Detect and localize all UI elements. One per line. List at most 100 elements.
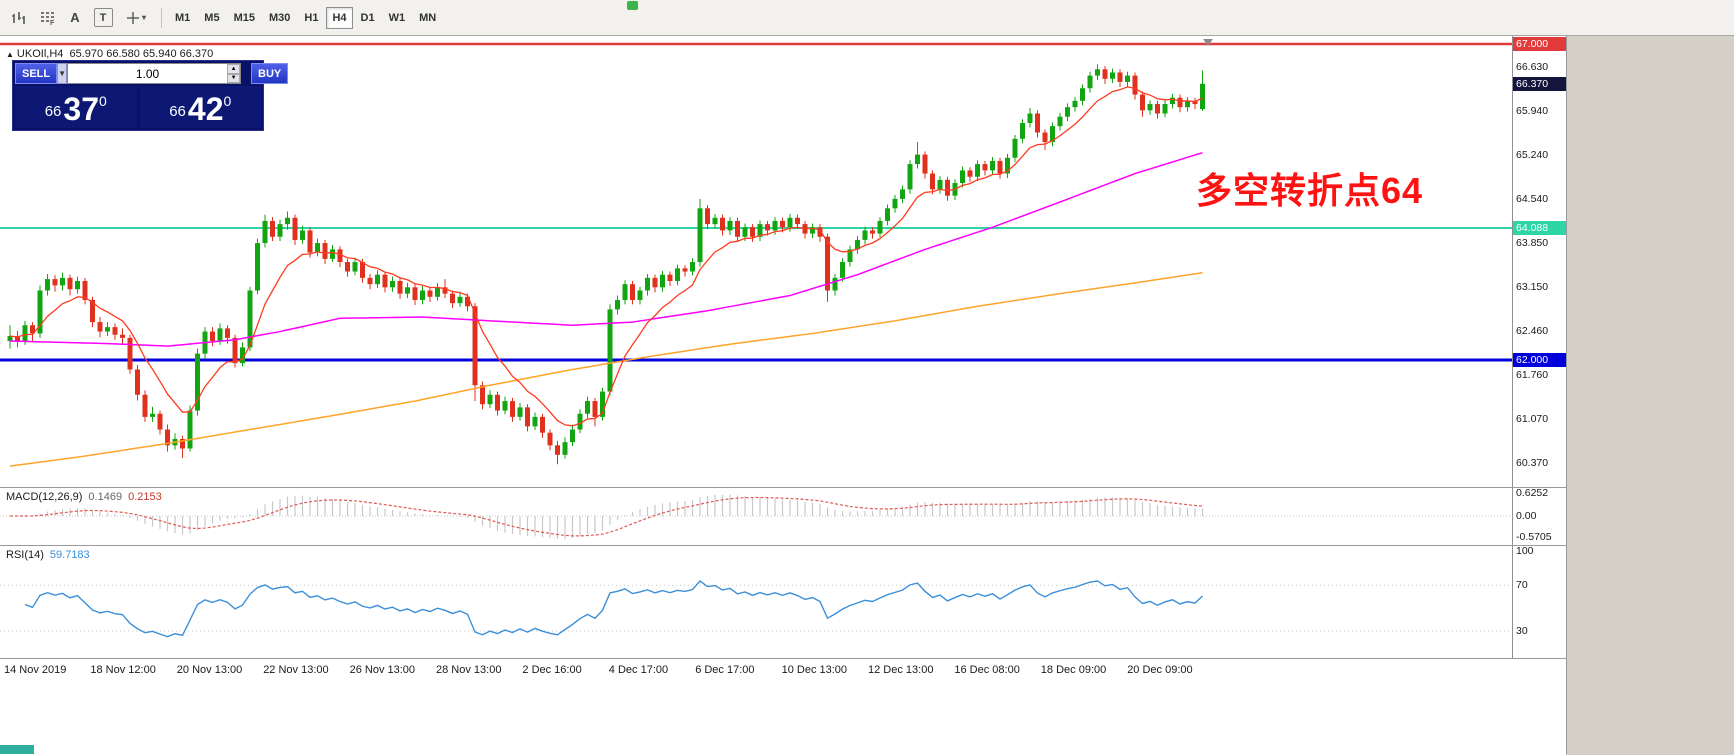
time-axis-label: 4 Dec 17:00	[608, 664, 669, 676]
price-badge: 62.000	[1513, 353, 1566, 367]
time-axis-label: 18 Dec 09:00	[1040, 664, 1107, 676]
crosshair-icon	[126, 11, 139, 24]
price-axis-tick: 65.940	[1516, 104, 1549, 117]
sell-price-prefix: 66	[44, 103, 62, 120]
price-pane[interactable]: ▲ UKOIl,H4 65.970 66.580 65.940 66.370 多空…	[0, 36, 1567, 487]
rsi-name: RSI(14)	[6, 549, 44, 561]
price-axis-tick: 63.150	[1516, 281, 1549, 294]
price-axis-tick: 63.850	[1516, 237, 1549, 250]
macd-name: MACD(12,26,9)	[6, 491, 83, 503]
order-panel-prices: 66 37 0 66 42 0	[15, 86, 261, 128]
volume-spinner: ▲ ▼	[227, 64, 241, 83]
timeframe-m1[interactable]: M1	[169, 7, 196, 29]
time-axis-label: 22 Nov 13:00	[263, 664, 329, 676]
toolbar-separator	[161, 7, 162, 28]
sell-button[interactable]: SELL	[15, 63, 58, 84]
buy-price-prefix: 66	[169, 103, 186, 120]
rsi-axis-tick: 100	[1516, 545, 1534, 557]
timeframe-h1[interactable]: H1	[298, 7, 324, 29]
letter-t-glyph: T	[99, 11, 107, 24]
crosshair-tool-button[interactable]: ▾	[118, 6, 154, 30]
time-axis-label: 10 Dec 13:00	[781, 664, 848, 676]
price-axis-tick: 60.370	[1516, 457, 1549, 470]
macd-axis[interactable]: 0.6252 0.00 -0.5705	[1512, 487, 1567, 545]
volume-increase-button[interactable]: ▲	[227, 64, 241, 74]
chart-annotation[interactable]: 多空转折点64	[1196, 170, 1424, 211]
macd-axis-tick: 0.6252	[1516, 487, 1549, 499]
time-axis-label: 20 Nov 13:00	[176, 664, 243, 676]
macd-axis-tick: -0.5705	[1516, 530, 1552, 543]
svg-text:F: F	[50, 20, 55, 26]
sell-price-main: 37	[63, 91, 99, 127]
time-axis-label: 26 Nov 13:00	[349, 664, 416, 676]
timeframe-m5[interactable]: M5	[198, 7, 225, 29]
rsi-canvas[interactable]	[0, 546, 1512, 658]
macd-canvas[interactable]	[0, 488, 1512, 545]
time-axis-label: 20 Dec 09:00	[1127, 664, 1193, 676]
time-axis-label: 28 Nov 13:00	[436, 664, 502, 676]
symbol-name: UKOIl,H4	[16, 48, 64, 60]
toolbar: F A T ▾ M1 M5 M15 M30 H1 H4 D1 W1 MN	[0, 0, 1734, 36]
price-axis-tick: 66.630	[1516, 61, 1549, 74]
rsi-axis[interactable]: 100 70 30	[1512, 545, 1567, 658]
price-chart-canvas[interactable]	[0, 36, 1512, 487]
chevron-down-icon: ▾	[141, 13, 146, 22]
rsi-value: 59.7183	[49, 549, 90, 561]
time-axis-label: 12 Dec 13:00	[868, 664, 934, 676]
time-axis[interactable]: 14 Nov 2019 18 Nov 12:00 20 Nov 13:00 22 No…	[0, 658, 1566, 683]
bar-chart-icon[interactable]	[6, 6, 32, 30]
timeframe-h4[interactable]: H4	[326, 6, 353, 29]
volume-field: ▲ ▼	[67, 63, 242, 84]
timeframe-mn[interactable]: MN	[413, 7, 442, 29]
time-axis-label: 2 Dec 16:00	[522, 664, 582, 676]
rsi-axis-tick: 70	[1516, 579, 1528, 592]
price-axis-tick: 61.070	[1516, 412, 1549, 425]
buy-price-sup: 0	[223, 93, 232, 109]
bottom-filler	[0, 683, 1566, 755]
price-axis-tick: 65.240	[1516, 149, 1549, 162]
text-label-tool-icon[interactable]: A	[62, 6, 88, 30]
timeframe-m15[interactable]: M15	[228, 7, 261, 29]
time-axis-label: 16 Dec 08:00	[954, 664, 1020, 676]
timeframe-w1[interactable]: W1	[383, 7, 412, 29]
chevron-down-icon: ▼	[58, 69, 67, 78]
macd-axis-tick: 0.00	[1516, 510, 1537, 522]
timeframe-d1[interactable]: D1	[355, 7, 381, 29]
rsi-label: RSI(14) 59.7183	[6, 549, 90, 561]
price-badge: 66.370	[1513, 76, 1566, 91]
buy-button[interactable]: BUY	[251, 63, 289, 84]
ohlc-values: 65.970 66.580 65.940 66.370	[69, 48, 214, 60]
text-tool-icon[interactable]: T	[90, 6, 116, 30]
price-axis[interactable]: 66.630 65.940 65.240 64.540 63.850 63.150 62.4…	[1512, 36, 1567, 487]
volume-decrease-button[interactable]: ▼	[227, 73, 241, 83]
price-axis-tick: 62.460	[1516, 324, 1549, 337]
time-axis-label: 14 Nov 2019	[4, 664, 67, 676]
status-bar-fragment	[0, 745, 34, 754]
order-panel-row: SELL ▼ ▲ ▼ BUY	[15, 63, 289, 84]
indicator-grid-icon[interactable]: F	[34, 6, 60, 30]
cropped-green-icon	[627, 1, 638, 10]
volume-input[interactable]	[68, 64, 228, 83]
chart-marker-icon: ▲	[6, 50, 14, 59]
time-axis-label: 6 Dec 17:00	[695, 664, 755, 676]
letter-a-glyph: A	[70, 10, 80, 25]
buy-price-main: 42	[187, 91, 224, 127]
chart-shift-marker	[1203, 39, 1213, 46]
buy-price-tile[interactable]: 66 42 0	[139, 86, 261, 128]
timeframe-m30[interactable]: M30	[263, 7, 296, 29]
volume-dropdown-button[interactable]: ▼	[57, 63, 68, 84]
rsi-pane[interactable]: RSI(14) 59.7183 100 70 30	[0, 545, 1567, 658]
rsi-axis-tick: 30	[1516, 625, 1528, 637]
price-axis-tick: 61.760	[1516, 369, 1549, 382]
sell-price-sup: 0	[98, 93, 107, 109]
symbol-ohlc-label: ▲ UKOIl,H4 65.970 66.580 65.940 66.370	[6, 48, 213, 60]
macd-label: MACD(12,26,9) 0.1469 0.2153	[6, 491, 162, 503]
macd-pane[interactable]: MACD(12,26,9) 0.1469 0.2153 0.6252 0.00 -0.5…	[0, 487, 1567, 545]
right-filler	[1566, 36, 1734, 754]
price-badge: 64.088	[1513, 221, 1566, 236]
chart-column: ▲ UKOIl,H4 65.970 66.580 65.940 66.370 多空…	[0, 36, 1567, 755]
price-axis-tick: 64.540	[1516, 193, 1549, 206]
sell-price-tile[interactable]: 66 37 0	[15, 86, 137, 128]
